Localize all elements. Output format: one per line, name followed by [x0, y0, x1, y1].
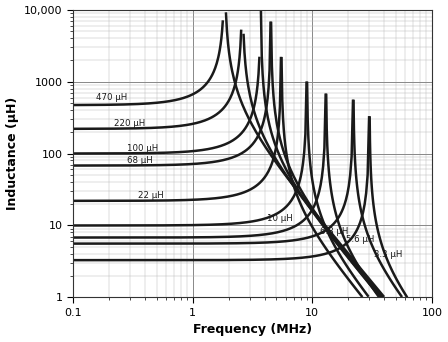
Y-axis label: Inductance (μH): Inductance (μH)	[5, 97, 18, 210]
Text: 5.6 μH: 5.6 μH	[346, 235, 374, 244]
Text: 220 μH: 220 μH	[114, 119, 145, 128]
Text: 22 μH: 22 μH	[138, 191, 164, 200]
X-axis label: Frequency (MHz): Frequency (MHz)	[193, 324, 312, 337]
Text: 100 μH: 100 μH	[126, 144, 158, 153]
Text: 470 μH: 470 μH	[96, 93, 127, 102]
Text: 6.8 μH: 6.8 μH	[319, 227, 348, 236]
Text: 3.3 μH: 3.3 μH	[375, 250, 403, 260]
Text: 10 μH: 10 μH	[267, 214, 293, 223]
Text: 68 μH: 68 μH	[126, 156, 152, 166]
